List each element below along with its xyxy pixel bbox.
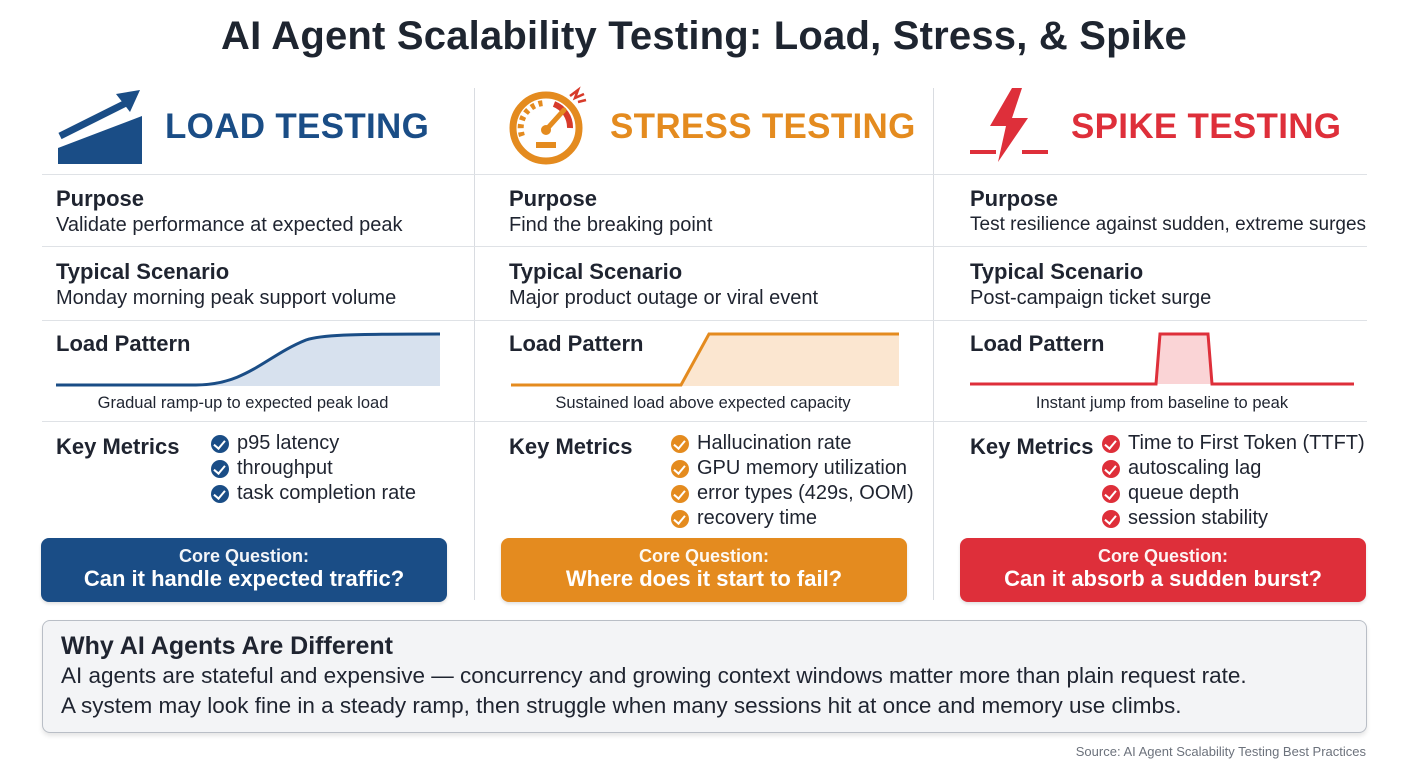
stress-pattern-caption: Sustained load above expected capacity xyxy=(555,394,851,412)
stress-scenario: Major product outage or viral event xyxy=(509,287,819,309)
core-question-text: Can it absorb a sudden burst? xyxy=(1004,566,1322,591)
why-line-2: A system may look fine in a steady ramp,… xyxy=(61,693,1182,718)
row-divider xyxy=(42,246,1367,247)
load-pattern-label: Load Pattern xyxy=(970,331,1105,356)
load-purpose: Validate performance at expected peak xyxy=(56,214,403,236)
list-item: recovery time xyxy=(671,506,914,531)
list-item: error types (429s, OOM) xyxy=(671,481,914,506)
spike-core-question: Core Question: Can it absorb a sudden bu… xyxy=(960,538,1366,602)
column-divider xyxy=(474,88,475,600)
spike-testing-title: SPIKE TESTING xyxy=(1071,107,1342,146)
scenario-label: Typical Scenario xyxy=(509,259,683,284)
spike-metrics-list: Time to First Token (TTFT) autoscaling l… xyxy=(1102,431,1365,531)
row-divider xyxy=(42,174,1367,175)
stress-metrics-list: Hallucination rate GPU memory utilizatio… xyxy=(671,431,914,531)
load-pattern-label: Load Pattern xyxy=(56,331,191,356)
check-icon xyxy=(671,459,689,478)
load-pattern-label: Load Pattern xyxy=(509,331,644,356)
check-icon xyxy=(1102,459,1120,478)
key-metrics-label: Key Metrics xyxy=(56,434,180,459)
gauge-icon xyxy=(509,86,587,165)
core-question-label: Core Question: xyxy=(178,546,309,566)
spike-pattern-caption: Instant jump from baseline to peak xyxy=(1035,394,1289,412)
check-icon xyxy=(671,509,689,528)
list-item: autoscaling lag xyxy=(1102,456,1365,481)
check-icon xyxy=(211,484,229,503)
check-icon xyxy=(671,434,689,453)
stress-core-question: Core Question: Where does it start to fa… xyxy=(501,538,907,602)
purpose-label: Purpose xyxy=(56,186,145,211)
core-question-text: Where does it start to fail? xyxy=(565,566,843,591)
spike-pattern-chart xyxy=(970,332,1354,386)
core-question-label: Core Question: xyxy=(1097,546,1228,566)
list-item: queue depth xyxy=(1102,481,1365,506)
list-item: p95 latency xyxy=(211,431,416,456)
core-question-text: Can it handle expected traffic? xyxy=(83,566,405,591)
source-note: Source: AI Agent Scalability Testing Bes… xyxy=(1075,744,1366,759)
why-ai-agents-different-panel: Why AI Agents Are Different AI agents ar… xyxy=(42,620,1367,733)
stress-purpose: Find the breaking point xyxy=(509,214,713,236)
why-title: Why AI Agents Are Different xyxy=(61,632,393,660)
stress-testing-title: STRESS TESTING xyxy=(610,107,916,146)
load-pattern-caption: Gradual ramp-up to expected peak load xyxy=(97,394,389,412)
load-scenario: Monday morning peak support volume xyxy=(56,287,397,309)
scenario-label: Typical Scenario xyxy=(970,259,1144,284)
list-item: session stability xyxy=(1102,506,1365,531)
load-metrics-list: p95 latency throughput task completion r… xyxy=(211,431,416,506)
list-item: throughput xyxy=(211,456,416,481)
check-icon xyxy=(1102,484,1120,503)
purpose-label: Purpose xyxy=(970,186,1059,211)
check-icon xyxy=(211,459,229,478)
page-title: AI Agent Scalability Testing: Load, Stre… xyxy=(221,14,1187,58)
list-item: Hallucination rate xyxy=(671,431,914,456)
row-divider xyxy=(42,421,1367,422)
key-metrics-label: Key Metrics xyxy=(509,434,633,459)
core-question-label: Core Question: xyxy=(638,546,769,566)
load-core-question: Core Question: Can it handle expected tr… xyxy=(41,538,447,602)
stress-pattern-chart xyxy=(511,332,899,387)
rising-arrow-icon xyxy=(58,90,142,164)
list-item: GPU memory utilization xyxy=(671,456,914,481)
why-line-1: AI agents are stateful and expensive — c… xyxy=(61,663,1247,688)
purpose-label: Purpose xyxy=(509,186,598,211)
lightning-icon xyxy=(970,88,1048,162)
check-icon xyxy=(1102,434,1120,453)
list-item: Time to First Token (TTFT) xyxy=(1102,431,1365,456)
key-metrics-label: Key Metrics xyxy=(970,434,1094,459)
load-testing-title: LOAD TESTING xyxy=(165,107,430,146)
list-item: task completion rate xyxy=(211,481,416,506)
spike-scenario: Post-campaign ticket surge xyxy=(970,287,1212,309)
row-divider xyxy=(42,320,1367,321)
check-icon xyxy=(671,484,689,503)
check-icon xyxy=(1102,509,1120,528)
scenario-label: Typical Scenario xyxy=(56,259,230,284)
check-icon xyxy=(211,434,229,453)
column-divider xyxy=(933,88,934,600)
spike-purpose: Test resilience against sudden, extreme … xyxy=(970,214,1367,235)
load-pattern-chart xyxy=(56,332,440,387)
